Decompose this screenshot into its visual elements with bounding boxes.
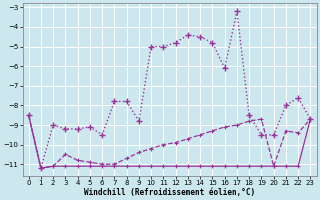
X-axis label: Windchill (Refroidissement éolien,°C): Windchill (Refroidissement éolien,°C) bbox=[84, 188, 255, 197]
